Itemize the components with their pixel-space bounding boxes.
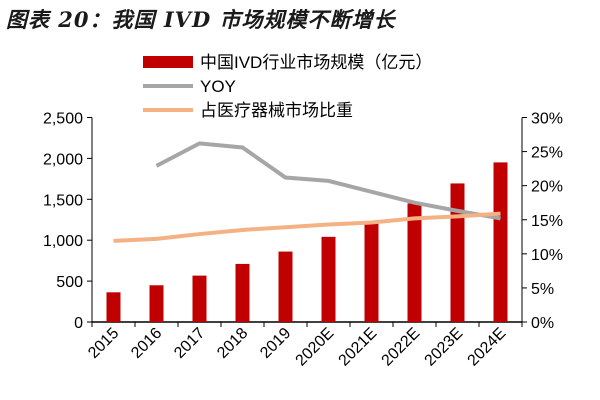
x-tick-label: 2021E (336, 325, 381, 370)
x-tick-label: 2022E (379, 325, 424, 370)
right-tick-label: 25% (531, 145, 563, 162)
x-tick-label: 2024E (465, 325, 510, 370)
right-tick-label: 20% (531, 179, 563, 196)
bar (106, 292, 121, 322)
right-tick-label: 5% (531, 281, 554, 298)
x-tick-label: 2018 (214, 325, 251, 362)
right-tick-label: 0% (531, 315, 554, 332)
bar (149, 285, 164, 322)
legend-label: 占医疗器械市场比重 (200, 101, 353, 120)
bar (450, 183, 465, 322)
bar (235, 263, 250, 322)
bar (407, 203, 422, 322)
legend-swatch-bar (143, 56, 193, 68)
bar (321, 236, 336, 322)
x-tick-label: 2017 (171, 325, 208, 362)
left-tick-label: 2,000 (43, 151, 83, 168)
right-tick-label: 30% (531, 111, 563, 128)
bar (278, 251, 293, 322)
left-tick-label: 1,000 (43, 233, 83, 250)
x-tick-label: 2016 (128, 325, 165, 362)
right-tick-label: 10% (531, 247, 563, 264)
legend-label: 中国IVD行业市场规模（亿元） (200, 53, 432, 72)
left-tick-label: 0 (74, 315, 83, 332)
line-share (113, 211, 501, 243)
bar (364, 223, 379, 322)
left-tick-label: 500 (56, 274, 83, 291)
left-tick-label: 2,500 (43, 111, 83, 128)
x-tick-label: 2020E (293, 325, 338, 370)
bar (192, 275, 207, 322)
x-tick-label: 2019 (257, 325, 294, 362)
bar (493, 162, 508, 322)
legend-label: YOY (200, 77, 236, 96)
x-tick-label: 2015 (85, 325, 122, 362)
right-tick-label: 15% (531, 213, 563, 230)
chart-title: 图表 20：我国 IVD 市场规模不断增长 (6, 7, 396, 32)
left-tick-label: 1,500 (43, 192, 83, 209)
x-tick-label: 2023E (422, 325, 467, 370)
